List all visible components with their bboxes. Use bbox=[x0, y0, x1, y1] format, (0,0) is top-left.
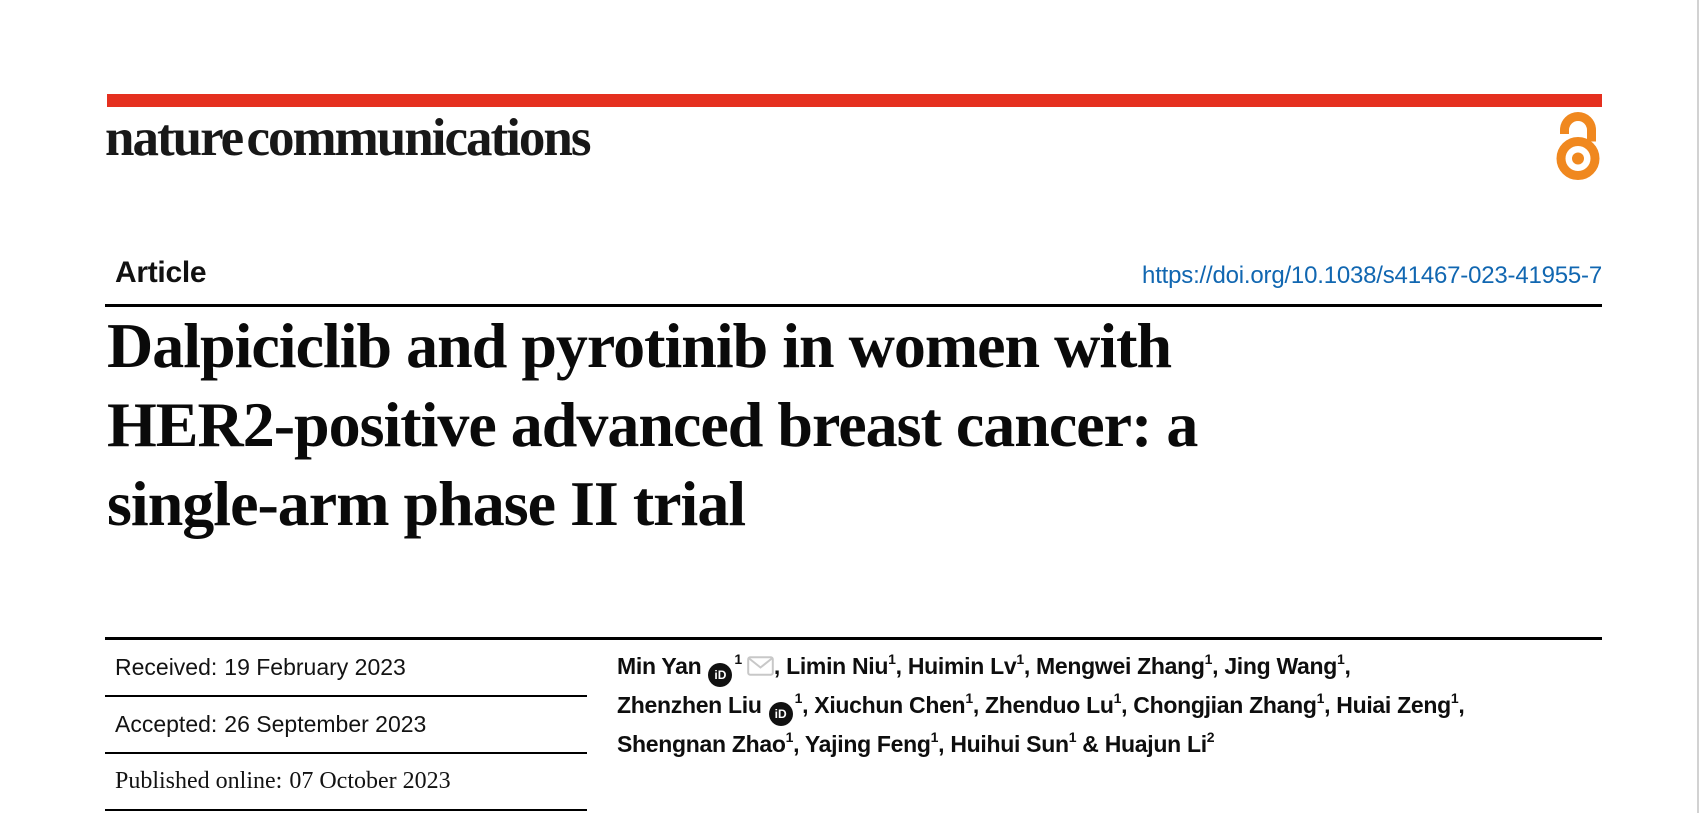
affiliation-superscript: 1 bbox=[1113, 690, 1122, 707]
author-name: Chongjian Zhang bbox=[1133, 692, 1317, 718]
date-value: 19 February 2023 bbox=[224, 654, 406, 680]
author-line-3: Shengnan Zhao1, Yajing Feng1, Huihui Sun… bbox=[617, 726, 1617, 762]
author-name: Min Yan bbox=[617, 653, 702, 679]
affiliation-superscript: 2 bbox=[1206, 729, 1215, 746]
author-separator: & bbox=[1076, 731, 1105, 757]
open-access-icon[interactable] bbox=[1556, 112, 1600, 180]
author-separator: , bbox=[1212, 653, 1225, 679]
author-separator: , bbox=[1324, 692, 1337, 718]
author-separator: , bbox=[1121, 692, 1134, 718]
title-line-1: Dalpiciclib and pyrotinib in women with bbox=[107, 310, 1172, 381]
author-separator: , bbox=[895, 653, 908, 679]
date-row-received: Received: 19 February 2023 bbox=[105, 640, 587, 697]
author-separator: , bbox=[1458, 692, 1465, 718]
title-line-2: HER2-positive advanced breast cancer: a bbox=[107, 389, 1198, 460]
affiliation-superscript: 1 bbox=[1337, 651, 1345, 668]
title-divider-rule bbox=[105, 637, 1602, 640]
author-name: Limin Niu bbox=[786, 653, 889, 679]
affiliation-superscript: 1 bbox=[785, 729, 794, 746]
author-name: Zhenzhen Liu bbox=[617, 692, 762, 718]
page-right-edge bbox=[1697, 0, 1699, 813]
author-separator: , bbox=[1023, 653, 1037, 679]
email-envelope-icon[interactable] bbox=[747, 655, 774, 681]
date-label: Published online: bbox=[115, 768, 283, 794]
affiliation-superscript: 1 bbox=[1316, 690, 1325, 707]
author-name: Zhenduo Lu bbox=[985, 692, 1114, 718]
author-line-2: Zhenzhen Liu iD1, Xiuchun Chen1, Zhenduo … bbox=[617, 687, 1617, 726]
article-title: Dalpiciclib and pyrotinib in women with … bbox=[107, 306, 1507, 543]
author-name: Xiuchun Chen bbox=[814, 692, 966, 718]
orcid-icon[interactable]: iD bbox=[708, 663, 733, 687]
author-separator: , bbox=[972, 692, 985, 718]
journal-logo[interactable]: nature communications bbox=[105, 109, 591, 167]
author-list: Min Yan iD1, Limin Niu1, Huimin Lv1, Meng… bbox=[617, 648, 1617, 762]
author-name: Huajun Li bbox=[1104, 731, 1207, 757]
date-value: 07 October 2023 bbox=[289, 768, 451, 794]
affiliation-superscript: 1 bbox=[888, 651, 896, 668]
author-name: Mengwei Zhang bbox=[1036, 653, 1205, 679]
article-history-dates: Received: 19 February 2023 Accepted: 26 Sep… bbox=[105, 640, 587, 811]
title-line-3: single-arm phase II trial bbox=[107, 468, 746, 539]
author-name: Huihui Sun bbox=[950, 731, 1069, 757]
masthead-accent-bar bbox=[107, 94, 1602, 107]
affiliation-superscript: 1 bbox=[1016, 651, 1024, 668]
affiliation-superscript: 1 bbox=[734, 651, 742, 668]
author-separator: , bbox=[1344, 653, 1351, 679]
author-name: Huiai Zeng bbox=[1336, 692, 1451, 718]
date-label: Received: bbox=[115, 654, 218, 680]
author-name: Huimin Lv bbox=[907, 653, 1017, 679]
date-row-published-online: Published online: 07 October 2023 bbox=[105, 754, 587, 811]
padlock-dot bbox=[1572, 152, 1584, 165]
affiliation-superscript: 1 bbox=[1204, 651, 1213, 668]
padlock-shackle bbox=[1560, 112, 1596, 142]
author-line-1: Min Yan iD1, Limin Niu1, Huimin Lv1, Meng… bbox=[617, 648, 1617, 687]
affiliation-superscript: 1 bbox=[965, 690, 973, 707]
author-separator: , bbox=[793, 731, 805, 757]
author-name: Shengnan Zhao bbox=[617, 731, 786, 757]
author-name: Yajing Feng bbox=[804, 731, 931, 757]
doi-link[interactable]: https://doi.org/10.1038/s41467-023-41955… bbox=[1142, 262, 1602, 289]
affiliation-superscript: 1 bbox=[930, 729, 939, 746]
date-row-accepted: Accepted: 26 September 2023 bbox=[105, 697, 587, 754]
author-separator: , bbox=[938, 731, 951, 757]
author-separator: , bbox=[802, 692, 815, 718]
affiliation-superscript: 1 bbox=[794, 690, 803, 707]
author-separator: , bbox=[773, 653, 787, 679]
affiliation-superscript: 1 bbox=[1450, 690, 1459, 707]
author-name: Jing Wang bbox=[1224, 653, 1338, 679]
article-type-label: Article bbox=[115, 256, 207, 289]
padlock-ring bbox=[1556, 137, 1600, 180]
header-divider-rule bbox=[105, 304, 1602, 307]
date-value: 26 September 2023 bbox=[224, 711, 427, 737]
orcid-icon[interactable]: iD bbox=[768, 702, 793, 726]
affiliation-superscript: 1 bbox=[1068, 729, 1077, 746]
date-label: Accepted: bbox=[115, 711, 218, 737]
